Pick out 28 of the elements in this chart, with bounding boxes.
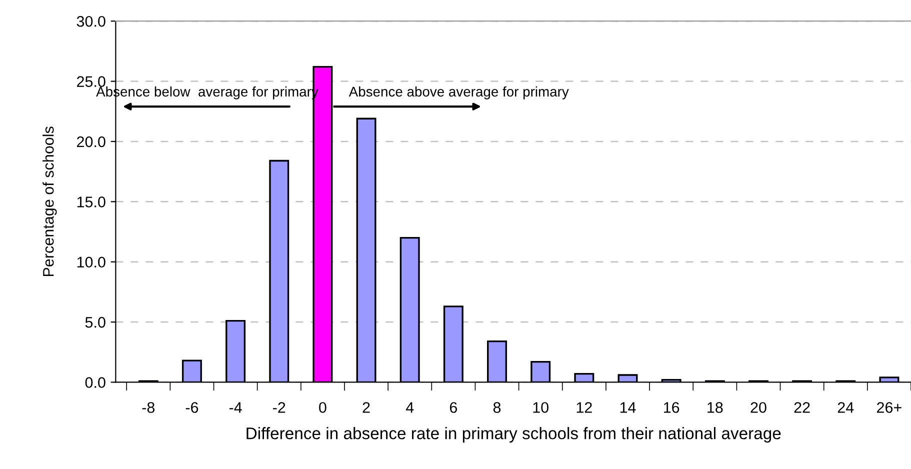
x-tick-label: 4 <box>406 402 414 413</box>
x-tick-label: 24 <box>838 402 854 413</box>
x-tick-label: 0 <box>319 402 326 413</box>
x-tick-label: 20 <box>750 402 766 413</box>
x-tick-label: 12 <box>576 402 592 413</box>
x-tick-label: 8 <box>493 402 501 413</box>
y-tick-label: 30.0 <box>76 16 106 27</box>
x-tick-label: -6 <box>186 402 198 413</box>
annotation: Absence above average for primary <box>348 86 569 100</box>
x-tick-label: 6 <box>450 402 458 413</box>
x-tick-label: 18 <box>708 402 723 413</box>
y-tick-label: 10.0 <box>77 256 106 268</box>
x-tick-label: -8 <box>142 402 155 413</box>
y-axis-title: Percentage of schools <box>42 126 57 276</box>
x-tick-label: 14 <box>620 402 636 413</box>
x-tick-label: 2 <box>362 402 370 413</box>
x-tick-label: -2 <box>273 402 286 413</box>
y-tick-label: 15.0 <box>77 196 106 208</box>
x-tick-label: 10 <box>533 402 548 413</box>
x-tick-label: 26+ <box>877 402 902 413</box>
x-tick-label: -4 <box>229 402 242 413</box>
y-tick-label: 0.0 <box>85 377 106 388</box>
y-tick-label: 20.0 <box>77 136 106 148</box>
y-tick-label: 25.0 <box>77 76 106 87</box>
y-tick-label: 5.0 <box>85 316 106 328</box>
x-axis-title: Difference in absence rate in primary schools from their national average <box>246 427 781 443</box>
x-tick-label: 22 <box>794 402 810 413</box>
x-tick-label: 16 <box>664 402 680 413</box>
